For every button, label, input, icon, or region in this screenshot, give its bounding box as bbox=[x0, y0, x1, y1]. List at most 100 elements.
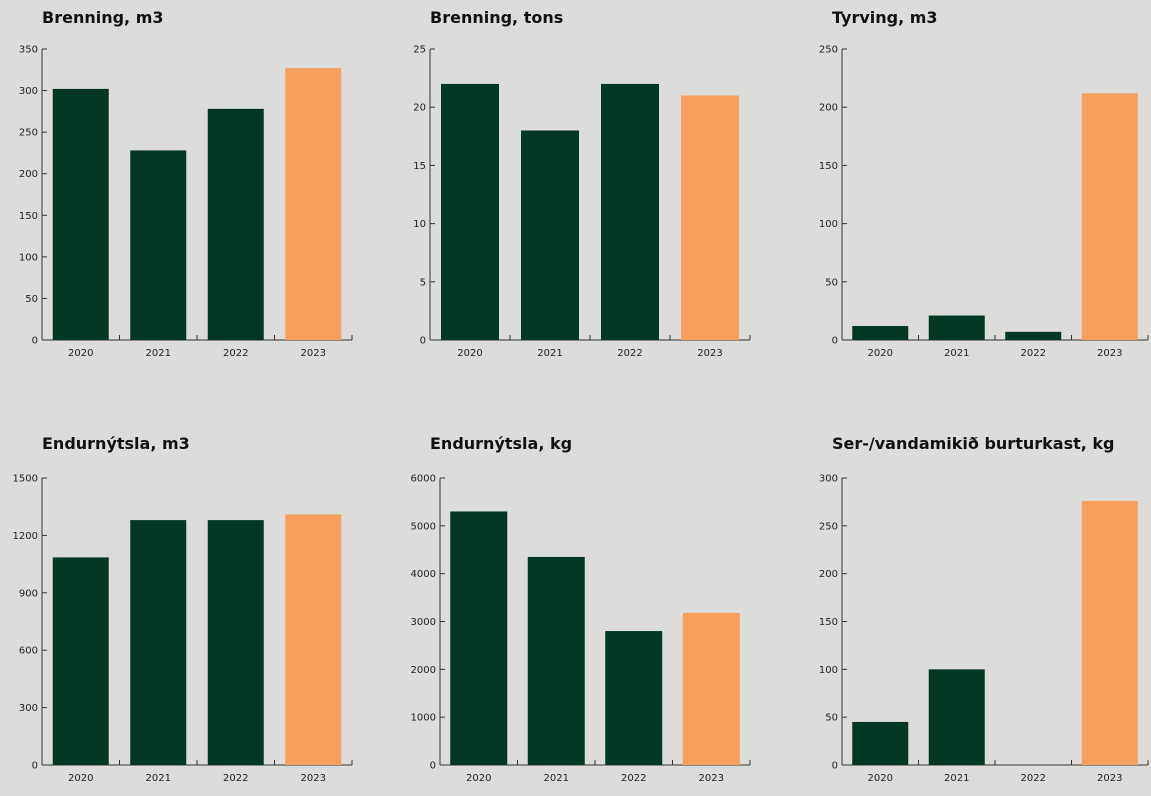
x-tick-label: 2021 bbox=[146, 348, 171, 359]
bar-2023 bbox=[285, 68, 342, 340]
bar-2022 bbox=[207, 520, 264, 765]
x-tick-label: 2023 bbox=[301, 773, 326, 784]
y-tick-label: 250 bbox=[819, 45, 838, 56]
y-tick-label: 900 bbox=[19, 588, 38, 599]
y-tick-label: 5000 bbox=[411, 521, 436, 532]
x-tick-label: 2021 bbox=[544, 773, 569, 784]
chart-panel-brenning-tons: Brenning, tons 0 5 10 15 20 25 2020 2021 2022 202… bbox=[388, 0, 768, 370]
chart-title: Endurnýtsla, kg bbox=[430, 434, 573, 453]
y-tick-label: 200 bbox=[819, 103, 838, 114]
chart-panel-endurnytsla-kg: Endurnýtsla, kg 0 1000 2000 3000 4000 5000 600… bbox=[388, 426, 768, 796]
x-tick-label: 2022 bbox=[1021, 348, 1046, 359]
bar-2021 bbox=[928, 669, 985, 765]
x-tick-label: 2022 bbox=[223, 773, 248, 784]
x-tick-label: 2021 bbox=[146, 773, 171, 784]
y-tick-label: 50 bbox=[825, 713, 838, 724]
y-tick-label: 150 bbox=[819, 161, 838, 172]
bar-chart-endurnytsla-m3: 0 300 600 900 1200 1500 2020 2021 2022 2023 bbox=[13, 474, 353, 784]
bar-2023 bbox=[285, 514, 342, 765]
y-tick-label: 50 bbox=[25, 294, 38, 305]
bar-2023 bbox=[1081, 500, 1138, 765]
bar-2020 bbox=[450, 511, 508, 765]
bar-chart-endurnytsla-kg: 0 1000 2000 3000 4000 5000 6000 2020 2021 2022 202… bbox=[411, 474, 751, 784]
y-tick-label: 100 bbox=[819, 665, 838, 676]
y-tick-label: 0 bbox=[32, 336, 38, 347]
bar-2020 bbox=[52, 88, 109, 340]
y-tick-label: 0 bbox=[832, 336, 838, 347]
x-tick-label: 2020 bbox=[68, 348, 93, 359]
y-tick-label: 2000 bbox=[411, 665, 436, 676]
bar-chart-ser-vandamikid-burturkast-kg: 0 50 100 150 200 250 300 2020 2021 2022 2023 bbox=[819, 474, 1149, 784]
x-tick-label: 2021 bbox=[537, 348, 562, 359]
bar-2021 bbox=[521, 130, 579, 340]
x-tick-label: 2023 bbox=[1097, 773, 1122, 784]
bar-chart-tyrving-m3: 0 50 100 150 200 250 2020 2021 2022 2023 bbox=[819, 45, 1149, 359]
y-tick-label: 0 bbox=[32, 761, 38, 772]
chart-panel-tyrving-m3: Tyrving, m3 0 50 100 150 200 250 2020 2021 2022 2… bbox=[790, 0, 1151, 370]
y-tick-label: 300 bbox=[19, 86, 38, 97]
bar-2022 bbox=[207, 108, 264, 340]
y-tick-label: 300 bbox=[19, 703, 38, 714]
x-tick-label: 2020 bbox=[68, 773, 93, 784]
x-tick-label: 2023 bbox=[697, 348, 722, 359]
x-tick-label: 2023 bbox=[301, 348, 326, 359]
y-tick-label: 250 bbox=[819, 521, 838, 532]
x-tick-label: 2023 bbox=[699, 773, 724, 784]
y-tick-label: 300 bbox=[819, 474, 838, 485]
bar-2021 bbox=[527, 556, 585, 765]
y-tick-label: 200 bbox=[819, 569, 838, 580]
bar-2023 bbox=[681, 95, 739, 340]
chart-title: Endurnýtsla, m3 bbox=[42, 434, 190, 453]
x-tick-label: 2022 bbox=[621, 773, 646, 784]
y-tick-label: 100 bbox=[19, 252, 38, 263]
bar-2023 bbox=[682, 612, 740, 765]
chart-title: Brenning, m3 bbox=[42, 8, 164, 27]
bar-2020 bbox=[52, 557, 109, 765]
y-tick-label: 20 bbox=[413, 103, 426, 114]
chart-title: Ser-/vandamikið burturkast, kg bbox=[832, 434, 1115, 453]
x-tick-label: 2022 bbox=[1021, 773, 1046, 784]
bar-2021 bbox=[928, 315, 985, 340]
y-tick-label: 50 bbox=[825, 277, 838, 288]
y-tick-label: 150 bbox=[19, 211, 38, 222]
y-tick-label: 3000 bbox=[411, 617, 436, 628]
bar-2020 bbox=[852, 721, 909, 765]
bar-2022 bbox=[601, 83, 659, 341]
bar-2020 bbox=[852, 326, 909, 340]
x-tick-label: 2020 bbox=[466, 773, 491, 784]
y-tick-label: 10 bbox=[413, 219, 426, 230]
chart-title: Tyrving, m3 bbox=[832, 8, 938, 27]
x-tick-label: 2023 bbox=[1097, 348, 1122, 359]
y-tick-label: 4000 bbox=[411, 569, 436, 580]
x-tick-label: 2020 bbox=[457, 348, 482, 359]
chart-panel-endurnytsla-m3: Endurnýtsla, m3 0 300 600 900 1200 1500 2020 20… bbox=[0, 426, 380, 796]
y-tick-label: 25 bbox=[413, 45, 426, 56]
y-tick-label: 15 bbox=[413, 161, 426, 172]
y-tick-label: 150 bbox=[819, 617, 838, 628]
bar-2020 bbox=[441, 83, 499, 341]
x-tick-label: 2022 bbox=[617, 348, 642, 359]
x-tick-label: 2020 bbox=[868, 773, 893, 784]
x-tick-label: 2021 bbox=[944, 348, 969, 359]
bar-2022 bbox=[605, 631, 663, 765]
y-tick-label: 0 bbox=[832, 761, 838, 772]
bar-2021 bbox=[130, 520, 187, 765]
y-tick-label: 1500 bbox=[13, 474, 38, 485]
y-tick-label: 200 bbox=[19, 169, 38, 180]
y-tick-label: 1200 bbox=[13, 531, 38, 542]
bar-2021 bbox=[130, 150, 187, 340]
y-tick-label: 350 bbox=[19, 45, 38, 56]
chart-panel-ser-vandamikid-burturkast-kg: Ser-/vandamikið burturkast, kg 0 50 100 150… bbox=[790, 426, 1151, 796]
x-tick-label: 2021 bbox=[944, 773, 969, 784]
chart-title: Brenning, tons bbox=[430, 8, 564, 27]
x-tick-label: 2022 bbox=[223, 348, 248, 359]
bar-2022 bbox=[1005, 331, 1062, 340]
y-tick-label: 1000 bbox=[411, 713, 436, 724]
bar-2023 bbox=[1081, 93, 1138, 341]
y-tick-label: 100 bbox=[819, 219, 838, 230]
chart-panel-brenning-m3: Brenning, m3 0 50 100 150 200 250 300 350 2020 20… bbox=[0, 0, 380, 370]
y-tick-label: 600 bbox=[19, 646, 38, 657]
y-tick-label: 250 bbox=[19, 128, 38, 139]
y-tick-label: 0 bbox=[420, 336, 426, 347]
bar-chart-brenning-m3: 0 50 100 150 200 250 300 350 2020 2021 2022 2023 bbox=[19, 45, 353, 359]
